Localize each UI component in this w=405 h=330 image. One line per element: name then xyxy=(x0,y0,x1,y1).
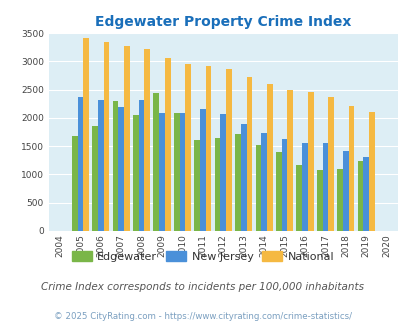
Bar xyxy=(240,123,246,231)
Bar xyxy=(275,152,281,231)
Bar xyxy=(342,151,348,231)
Bar xyxy=(98,100,103,231)
Bar xyxy=(133,115,139,231)
Bar xyxy=(72,136,77,231)
Bar xyxy=(322,143,328,231)
Bar xyxy=(348,106,354,231)
Bar xyxy=(220,115,226,231)
Bar xyxy=(362,157,368,231)
Bar xyxy=(179,113,185,231)
Text: © 2025 CityRating.com - https://www.cityrating.com/crime-statistics/: © 2025 CityRating.com - https://www.city… xyxy=(54,312,351,321)
Text: Crime Index corresponds to incidents per 100,000 inhabitants: Crime Index corresponds to incidents per… xyxy=(41,282,364,292)
Bar xyxy=(357,161,362,231)
Bar xyxy=(214,138,220,231)
Bar xyxy=(205,66,211,231)
Bar xyxy=(307,92,313,231)
Bar xyxy=(316,170,322,231)
Bar xyxy=(255,145,261,231)
Bar xyxy=(144,50,150,231)
Bar xyxy=(234,134,240,231)
Bar xyxy=(194,141,200,231)
Bar xyxy=(83,38,89,231)
Bar xyxy=(124,46,130,231)
Bar xyxy=(118,107,124,231)
Bar xyxy=(337,169,342,231)
Bar xyxy=(200,109,205,231)
Bar xyxy=(139,100,144,231)
Legend: Edgewater, New Jersey, National: Edgewater, New Jersey, National xyxy=(67,247,338,266)
Bar xyxy=(287,89,292,231)
Title: Edgewater Property Crime Index: Edgewater Property Crime Index xyxy=(95,15,351,29)
Bar xyxy=(281,139,287,231)
Bar xyxy=(261,133,266,231)
Bar xyxy=(164,58,170,231)
Bar xyxy=(185,64,191,231)
Bar xyxy=(77,97,83,231)
Bar xyxy=(226,69,231,231)
Bar xyxy=(368,112,374,231)
Bar xyxy=(112,101,118,231)
Bar xyxy=(301,143,307,231)
Bar xyxy=(328,97,333,231)
Bar xyxy=(103,42,109,231)
Bar xyxy=(159,113,164,231)
Bar xyxy=(266,84,272,231)
Bar xyxy=(296,165,301,231)
Bar xyxy=(92,126,98,231)
Bar xyxy=(153,93,159,231)
Bar xyxy=(246,77,252,231)
Bar xyxy=(173,113,179,231)
